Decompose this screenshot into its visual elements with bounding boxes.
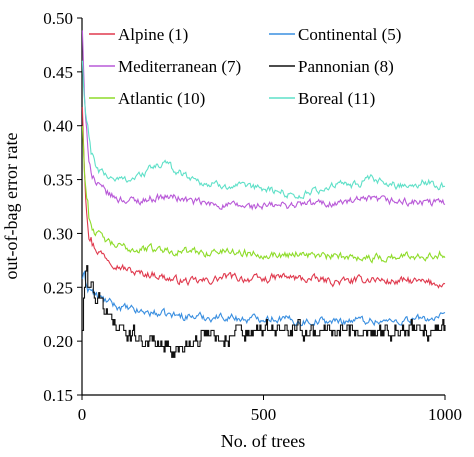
- y-tick-label: 0.15: [43, 386, 73, 405]
- series-group: [81, 30, 446, 358]
- series-line: [82, 265, 446, 358]
- legend-label: Alpine (1): [118, 25, 188, 44]
- legend-label: Atlantic (10): [118, 89, 205, 108]
- legend-label: Pannonian (8): [298, 57, 394, 76]
- y-tick-label: 0.35: [43, 171, 73, 190]
- y-tick-label: 0.25: [43, 278, 73, 297]
- y-tick-label: 0.40: [43, 117, 73, 136]
- y-tick-label: 0.20: [43, 332, 73, 351]
- legend: Alpine (1) Continental (5) Mediterranean (…: [89, 25, 401, 108]
- y-tick-label: 0.50: [43, 9, 73, 28]
- y-axis-label: out-of-bag error rate: [1, 133, 21, 280]
- x-tick-label: 500: [251, 405, 277, 424]
- y-tick-label: 0.45: [43, 63, 73, 82]
- series-line: [81, 107, 446, 289]
- series-line: [81, 30, 446, 211]
- series-line: [81, 270, 446, 327]
- x-tick-label: 0: [78, 405, 87, 424]
- legend-label: Boreal (11): [298, 89, 375, 108]
- legend-label: Continental (5): [298, 25, 401, 44]
- y-tick-label: 0.30: [43, 224, 73, 243]
- series-line: [81, 125, 446, 264]
- x-tick-label: 1000: [428, 405, 462, 424]
- x-axis-label: No. of trees: [221, 431, 305, 451]
- series-line: [81, 60, 446, 200]
- legend-label: Mediterranean (7): [118, 57, 241, 76]
- ticks: 0.15 0.20 0.25 0.30 0.35 0.40 0.45 0.50 0 500 1000: [43, 9, 462, 424]
